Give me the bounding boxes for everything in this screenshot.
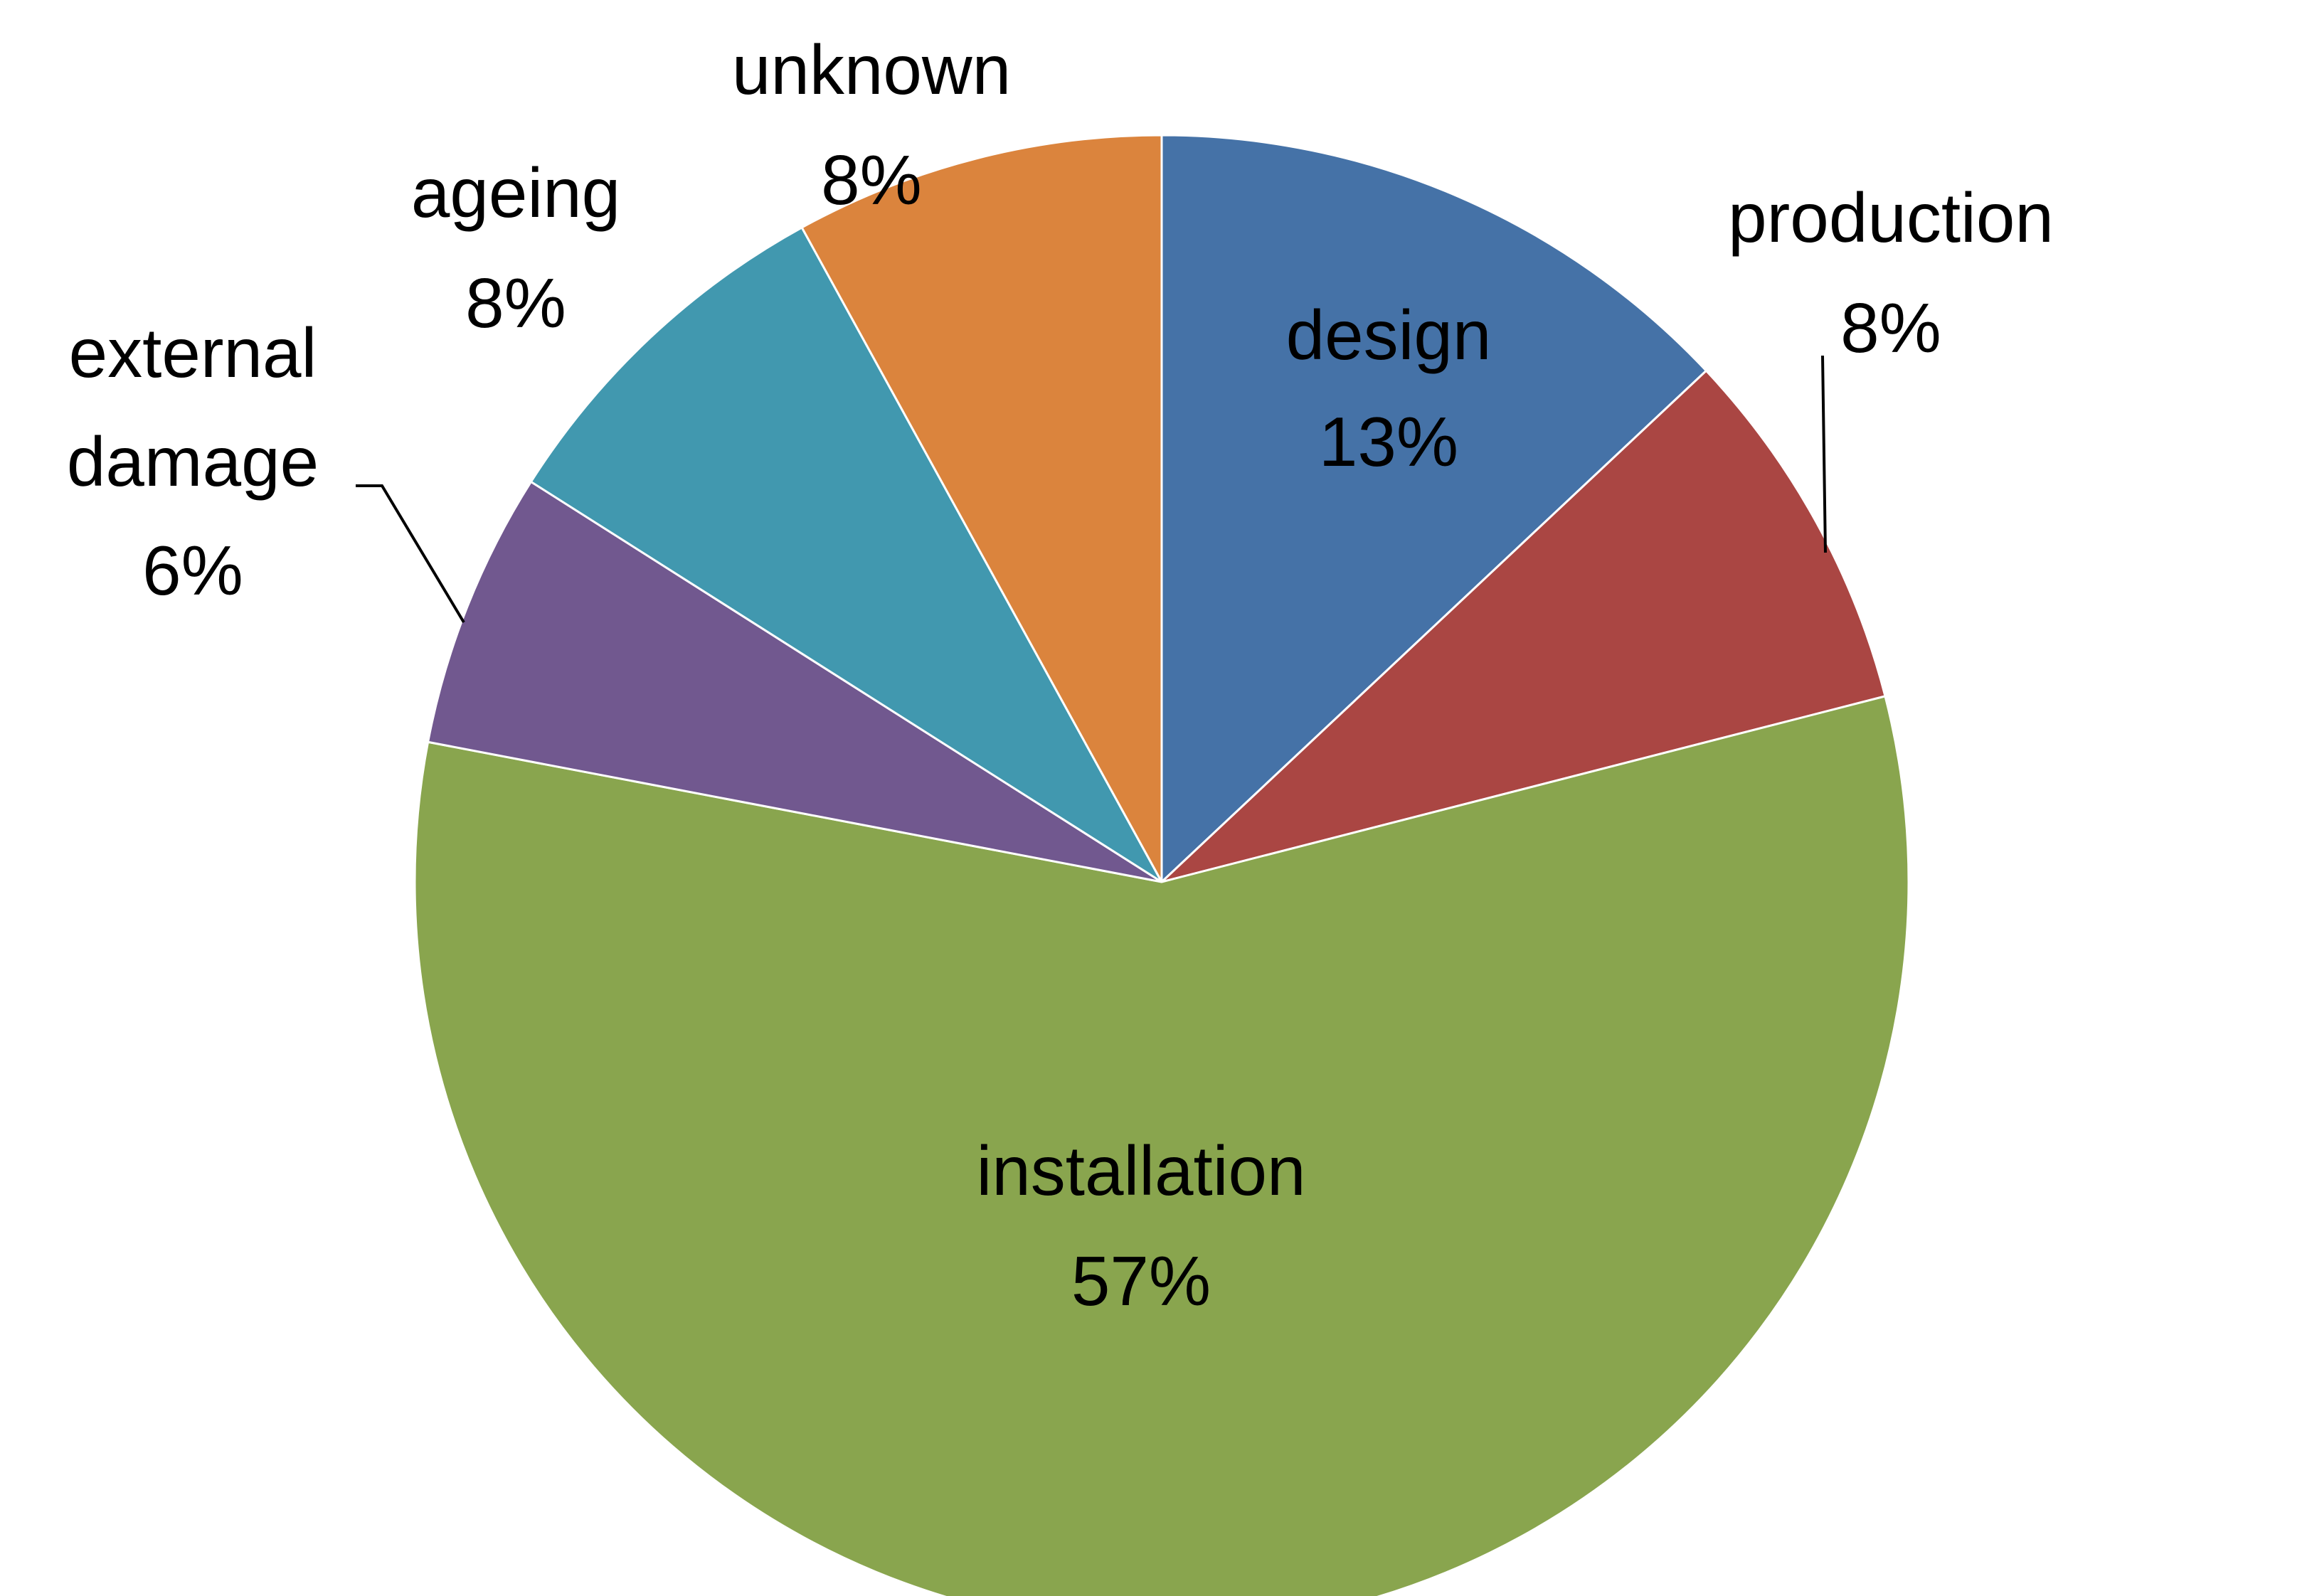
value-design: 13% — [1319, 403, 1458, 481]
label-unknown: unknown — [732, 31, 1011, 109]
pie-slice-unknown — [800, 134, 1163, 883]
label-external-damage-line2: damage — [67, 422, 319, 501]
label-design: design — [1286, 296, 1492, 374]
label-installation: installation — [976, 1132, 1305, 1210]
pie-slice-design — [1160, 134, 1708, 885]
leader-line-production — [1821, 355, 1827, 553]
pie-slice-external-damage — [426, 480, 1162, 883]
value-unknown: 8% — [821, 141, 922, 219]
pie-slice-installation — [413, 695, 1910, 1596]
label-external-damage-line1: external — [69, 314, 317, 392]
value-installation: 57% — [1071, 1242, 1211, 1320]
value-external-damage: 6% — [142, 531, 243, 610]
pie-slice-ageing — [529, 225, 1163, 883]
value-ageing: 8% — [465, 264, 566, 342]
label-ageing: ageing — [411, 154, 620, 232]
leader-line-external-damage — [356, 484, 465, 624]
value-production: 8% — [1840, 289, 1941, 367]
label-production: production — [1728, 179, 2054, 257]
pie-slice-production — [1160, 369, 1887, 883]
